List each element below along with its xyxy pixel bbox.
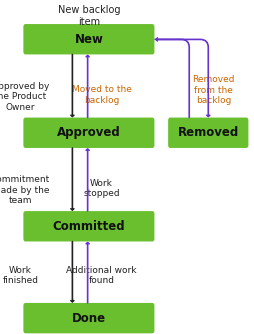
Text: Approved: Approved	[57, 126, 121, 139]
FancyBboxPatch shape	[23, 211, 154, 241]
FancyBboxPatch shape	[23, 24, 154, 54]
FancyArrowPatch shape	[156, 38, 189, 118]
Text: Done: Done	[72, 312, 106, 325]
Text: Removed: Removed	[178, 126, 239, 139]
Text: Work
finished: Work finished	[2, 266, 38, 285]
Text: New backlog
item: New backlog item	[58, 5, 120, 27]
FancyBboxPatch shape	[23, 303, 154, 333]
FancyBboxPatch shape	[23, 118, 154, 148]
Text: Work
stopped: Work stopped	[83, 179, 120, 198]
FancyBboxPatch shape	[168, 118, 248, 148]
Text: Commitment
made by the
team: Commitment made by the team	[0, 175, 50, 205]
Text: Approved by
the Product
Owner: Approved by the Product Owner	[0, 82, 49, 112]
Text: Committed: Committed	[53, 220, 125, 233]
Text: Removed
from the
backlog: Removed from the backlog	[192, 75, 235, 105]
Text: Additional work
found: Additional work found	[66, 266, 137, 285]
Text: New: New	[74, 33, 103, 46]
Text: Moved to the
backlog: Moved to the backlog	[72, 86, 132, 105]
FancyArrowPatch shape	[155, 39, 210, 116]
